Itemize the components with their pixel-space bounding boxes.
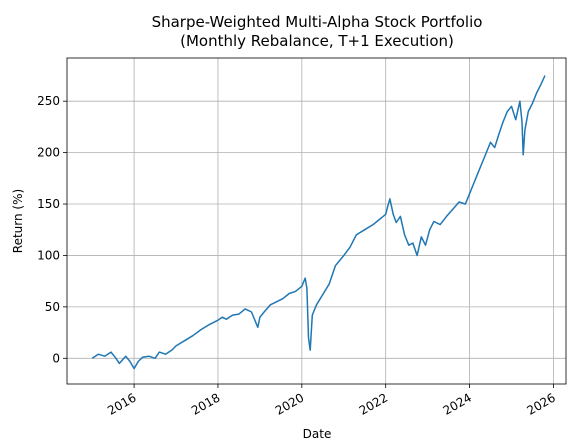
x-tick-label: 2026 xyxy=(524,390,557,417)
chart-title-line1: Sharpe-Weighted Multi-Alpha Stock Portfo… xyxy=(152,13,483,31)
series-layer xyxy=(91,75,546,370)
grid xyxy=(67,58,566,384)
x-tick-label: 2016 xyxy=(105,390,138,417)
tick-labels: 2016 2018 2020 2022 2024 2026 0 50 100 150 200 250 xyxy=(37,94,558,418)
y-tick-label: 200 xyxy=(37,146,60,160)
y-tick-label: 50 xyxy=(45,300,60,314)
x-tick-label: 2024 xyxy=(441,390,474,417)
tick-marks xyxy=(63,100,554,388)
return-series-line xyxy=(91,75,546,370)
y-tick-label: 0 xyxy=(52,351,60,365)
y-tick-label: 250 xyxy=(37,94,60,108)
x-tick-label: 2022 xyxy=(357,390,390,417)
y-tick-label: 100 xyxy=(37,248,60,262)
y-axis-label: Return (%) xyxy=(11,189,25,253)
plot-frame xyxy=(66,57,567,385)
x-axis-label: Date xyxy=(303,427,332,441)
y-tick-label: 150 xyxy=(37,197,60,211)
x-tick-label: 2018 xyxy=(189,390,222,417)
x-tick-label: 2020 xyxy=(273,390,306,417)
chart-title-line2: (Monthly Rebalance, T+1 Execution) xyxy=(180,32,454,50)
